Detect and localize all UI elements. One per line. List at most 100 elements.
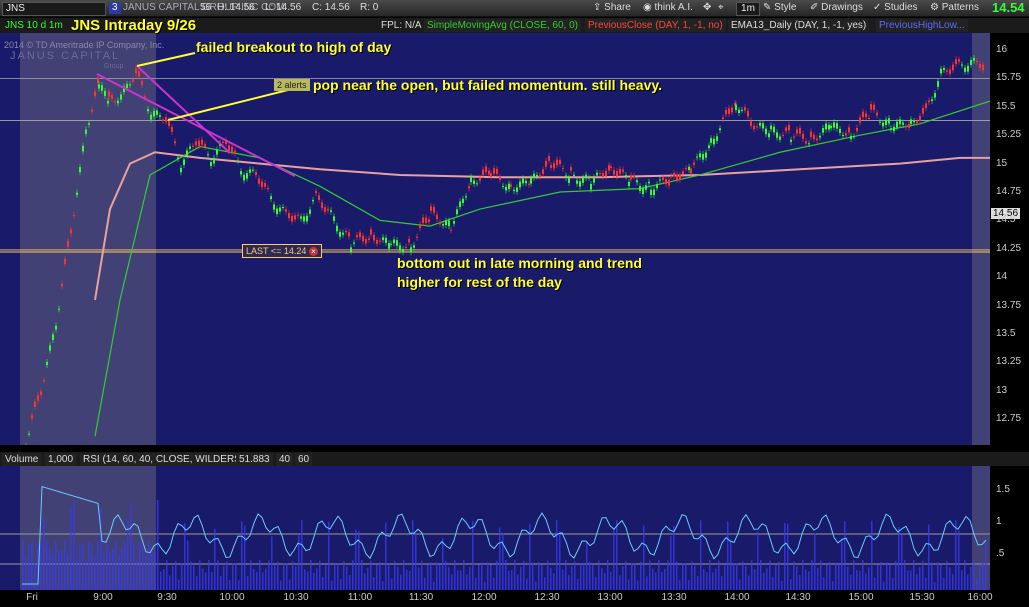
time-tick-label: 10:30	[283, 592, 309, 603]
volume-bar	[856, 569, 858, 590]
lower-tick-label: .5	[996, 548, 1005, 559]
volume-bar	[673, 525, 675, 590]
volume-rsi-panel[interactable]	[0, 466, 990, 590]
style-label: Style	[774, 2, 797, 13]
low-value: L: 14.56	[265, 2, 302, 13]
ema-study-label[interactable]: EMA13_Daily (DAY, 1, -1, yes)	[728, 19, 870, 32]
volume-bar	[217, 560, 219, 590]
volume-bar	[190, 561, 192, 590]
premarket-shade	[20, 33, 156, 445]
volume-bar	[655, 572, 657, 590]
volume-bar	[853, 560, 855, 590]
rsi-label[interactable]: RSI (14, 60, 40, CLOSE, WILDERS)	[80, 453, 248, 466]
volume-bar	[211, 572, 213, 590]
volume-bar	[220, 575, 222, 590]
volume-bar	[553, 573, 555, 590]
volume-bar	[247, 575, 249, 590]
volume-bar	[319, 560, 321, 590]
volume-bar	[601, 568, 603, 590]
timeframe-button[interactable]: 1m	[736, 2, 760, 16]
volume-bar	[916, 574, 918, 590]
volume-bar	[238, 579, 240, 590]
crosshair-icon[interactable]: ✥	[703, 2, 712, 13]
volume-bar	[790, 579, 792, 590]
volume-bar	[304, 569, 306, 590]
think-ai-button[interactable]: ◉ think A.I.	[643, 2, 693, 14]
volume-label[interactable]: Volume	[2, 453, 42, 466]
link-badge[interactable]: 3	[109, 2, 121, 14]
studies-button[interactable]: ✓ Studies	[873, 2, 918, 14]
price-tick-label: 14.75	[996, 186, 1022, 197]
volume-bar	[487, 562, 489, 590]
volume-bar	[355, 529, 357, 590]
volume-bar	[310, 560, 312, 590]
volume-bar	[331, 580, 333, 590]
sma-study-label[interactable]: SimpleMovingAvg (CLOSE, 60, 0)	[424, 19, 581, 32]
volume-bar	[895, 560, 897, 590]
volume-bar	[820, 560, 822, 590]
volume-bar	[76, 558, 78, 590]
volume-bar	[814, 533, 816, 590]
price-tick-label: 12.75	[996, 413, 1022, 425]
volume-bar	[946, 560, 948, 590]
volume-bar	[925, 577, 927, 590]
volume-bar	[709, 560, 711, 590]
time-tick-label: 12:00	[471, 592, 497, 603]
share-button[interactable]: ⇪ Share	[593, 2, 631, 14]
prev-close-study-label[interactable]: PreviousClose (DAY, 1, -1, no)	[585, 19, 726, 32]
volume-bar	[508, 570, 510, 590]
lower-study-bar: Volume 1,000 RSI (14, 60, 40, CLOSE, WIL…	[0, 452, 1029, 466]
volume-bar	[652, 568, 654, 590]
volume-bar	[298, 535, 300, 590]
volume-bars	[22, 500, 987, 590]
volume-bar	[775, 565, 777, 590]
time-tick-label: 13:00	[597, 592, 623, 603]
volume-bar	[316, 568, 318, 590]
close-alert-icon[interactable]: ×	[308, 247, 318, 256]
price-tick-label: 13	[996, 384, 1008, 396]
time-tick-label: 10:00	[219, 592, 245, 603]
volume-bar	[886, 562, 888, 590]
alerts-tag[interactable]: 2 alerts	[274, 79, 310, 91]
annotation-bottom-out-1: bottom out in late morning and trend	[397, 255, 642, 271]
volume-bar	[529, 524, 531, 590]
volume-bar	[22, 540, 24, 590]
share-label: Share	[604, 2, 631, 13]
volume-bar	[532, 562, 534, 590]
price-chart[interactable]: 2014 © TD Ameritrade IP Company, Inc. JA…	[0, 17, 990, 445]
volume-bar	[985, 541, 987, 590]
patterns-button[interactable]: ⚙ Patterns	[930, 2, 979, 14]
drawings-button[interactable]: ✐ Drawings	[810, 2, 863, 14]
time-tick-label: 14:30	[785, 592, 811, 603]
volume-bar	[112, 549, 114, 590]
last-alert-label: LAST <= 14.24	[246, 246, 307, 256]
volume-bar	[787, 523, 789, 590]
volume-bar	[502, 533, 504, 590]
volume-bar	[802, 560, 804, 590]
volume-bar	[580, 563, 582, 590]
volume-bar	[796, 566, 798, 590]
volume-bar	[514, 560, 516, 590]
volume-bar	[526, 578, 528, 590]
volume-bar	[325, 565, 327, 590]
volume-bar	[586, 540, 588, 590]
volume-bar	[448, 567, 450, 590]
volume-bar	[346, 566, 348, 590]
time-tick-label: 14:00	[724, 592, 750, 603]
annotation-pop-near-open: pop near the open, but failed momentum. …	[313, 77, 663, 93]
last-alert-tag[interactable]: LAST <= 14.24 ×	[242, 244, 322, 258]
range-value: R: 0	[360, 2, 379, 13]
annotation-failed-breakout: failed breakout to high of day	[196, 39, 392, 55]
prev-high-low-study-label[interactable]: PreviousHighLow...	[876, 19, 968, 32]
volume-bar	[838, 564, 840, 590]
share-icon: ⇪	[593, 2, 602, 13]
style-button[interactable]: ✎ Style	[763, 2, 796, 14]
zoom-icon[interactable]: ⌖	[718, 2, 724, 13]
volume-bar	[490, 564, 492, 590]
volume-bar	[910, 570, 912, 590]
volume-bar	[199, 560, 201, 590]
time-tick-label: 12:30	[534, 592, 560, 603]
time-tick-label: 15:00	[848, 592, 874, 603]
price-tick-label: 15.5	[996, 100, 1016, 112]
symbol-input[interactable]: JNS	[2, 2, 106, 16]
